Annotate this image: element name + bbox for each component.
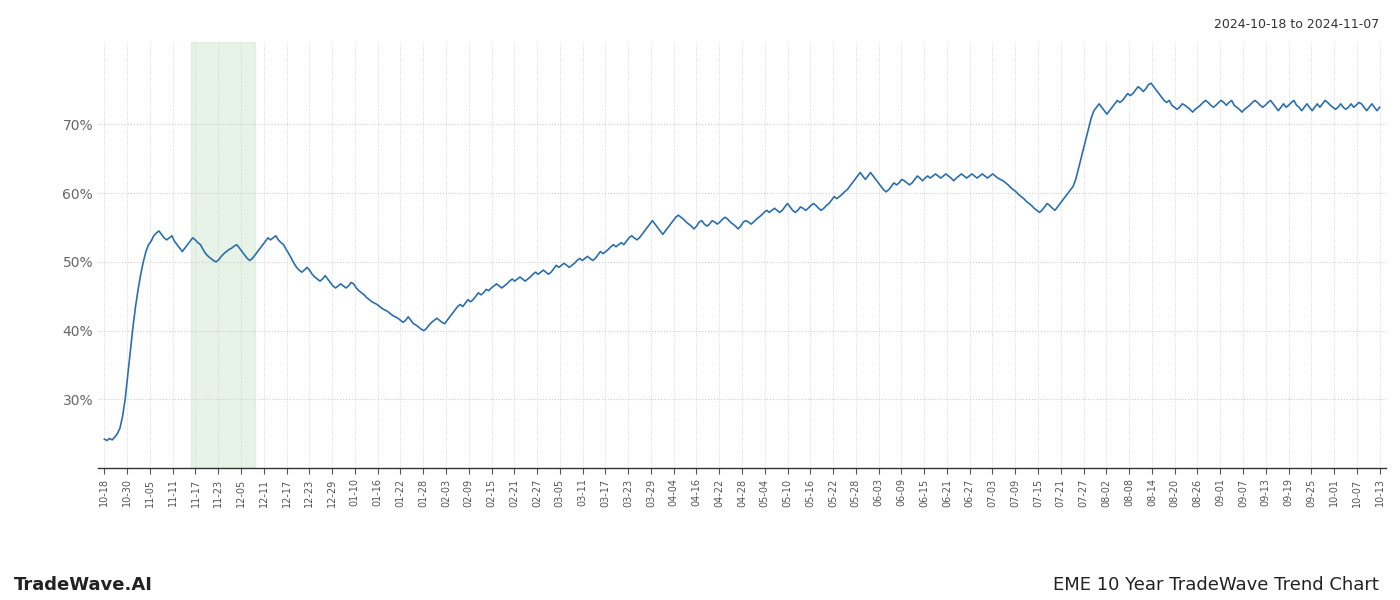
- Text: TradeWave.AI: TradeWave.AI: [14, 576, 153, 594]
- Text: EME 10 Year TradeWave Trend Chart: EME 10 Year TradeWave Trend Chart: [1053, 576, 1379, 594]
- Text: 2024-10-18 to 2024-11-07: 2024-10-18 to 2024-11-07: [1214, 18, 1379, 31]
- Bar: [190, 42, 255, 468]
